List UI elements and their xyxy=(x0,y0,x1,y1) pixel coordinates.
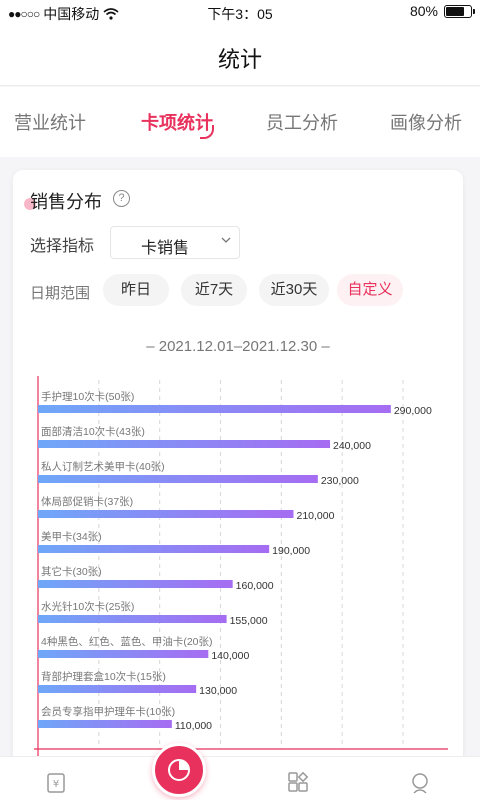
bar-category-label: 会员专享指甲护理年卡(10张) xyxy=(41,705,175,718)
sales-bar-chart: 手护理10次卡(50张) 290,000 面部清洁10次卡(43张) 240,000 私… xyxy=(34,376,448,771)
date-option-7days[interactable]: 近7天 xyxy=(181,274,247,306)
bar-category-label: 其它卡(30张) xyxy=(41,565,102,578)
bar xyxy=(38,405,391,413)
apps-icon[interactable] xyxy=(286,771,310,795)
pie-chart-button[interactable] xyxy=(152,743,206,797)
bar xyxy=(38,650,209,658)
bar-category-label: 私人订制艺术美甲卡(40张) xyxy=(41,460,165,473)
nav-bar: 统计 xyxy=(0,24,480,86)
carrier-label: 中国移动 xyxy=(43,6,100,22)
bar-value-label: 130,000 xyxy=(199,685,237,697)
bottom-tab-bar: ¥ xyxy=(0,756,480,800)
title-accent-dot xyxy=(24,198,36,210)
bar-category-label: 体局部促销卡(37张) xyxy=(41,495,133,508)
bar xyxy=(38,615,227,623)
bar xyxy=(38,510,294,518)
bar-value-label: 290,000 xyxy=(394,405,432,417)
tab-profile-analysis[interactable]: 画像分析 xyxy=(390,113,462,133)
metric-select[interactable]: 卡销售 xyxy=(110,226,240,259)
tab-bar: 营业统计 卡项统计 员工分析 画像分析 xyxy=(0,87,480,157)
battery-icon xyxy=(444,4,475,18)
bar-category-label: 手护理10次卡(50张) xyxy=(41,390,134,403)
battery-info: 80% xyxy=(409,3,475,19)
date-range-label: 日期范围 xyxy=(30,285,91,302)
bar-category-label: 背部护理套盒10次卡(15张) xyxy=(41,670,166,683)
date-option-yesterday[interactable]: 昨日 xyxy=(103,274,169,306)
bar-value-label: 160,000 xyxy=(236,580,274,592)
pie-chart-icon xyxy=(168,759,190,781)
profile-icon[interactable] xyxy=(408,771,432,795)
wallet-icon[interactable]: ¥ xyxy=(44,771,68,795)
battery-percent: 80% xyxy=(409,3,438,19)
date-option-custom[interactable]: 自定义 xyxy=(337,274,403,306)
bar-value-label: 210,000 xyxy=(297,510,335,522)
bar xyxy=(38,545,270,553)
carrier-info: ●●○○○ 中国移动 xyxy=(8,4,119,24)
date-range-text: – 2021.12.01–2021.12.30 – xyxy=(146,338,330,355)
status-bar: ●●○○○ 中国移动 下午3：05 80% xyxy=(0,0,480,24)
bar-value-label: 230,000 xyxy=(321,475,359,487)
signal-icon: ●●○○○ xyxy=(8,7,40,21)
bar-value-label: 110,000 xyxy=(175,720,212,732)
bar-value-label: 240,000 xyxy=(333,440,371,452)
bar xyxy=(38,720,172,728)
bar-value-label: 155,000 xyxy=(230,615,268,627)
tab-staff-analysis[interactable]: 员工分析 xyxy=(266,113,338,133)
section-title: 销售分布 xyxy=(30,192,102,212)
bar xyxy=(38,440,330,448)
metric-label: 选择指标 xyxy=(30,238,95,255)
battery-level xyxy=(446,6,465,16)
tab-card-stats[interactable]: 卡项统计 xyxy=(141,113,213,133)
svg-text:¥: ¥ xyxy=(53,779,59,790)
bar-category-label: 美甲卡(34张) xyxy=(41,530,102,543)
wifi-icon xyxy=(103,8,119,20)
bar-value-label: 140,000 xyxy=(211,650,249,662)
bar-category-label: 水光针10次卡(25张) xyxy=(41,600,134,613)
page-title: 统计 xyxy=(217,47,262,72)
bar-category-label: 4种黑色、红色、蓝色、甲油卡(20张) xyxy=(41,635,213,648)
bar-category-label: 面部清洁10次卡(43张) xyxy=(41,425,145,438)
date-option-30days[interactable]: 近30天 xyxy=(259,274,329,306)
metric-select-value: 卡销售 xyxy=(141,240,190,257)
bar xyxy=(38,685,197,693)
bar-value-label: 190,000 xyxy=(272,545,310,557)
chevron-down-icon xyxy=(221,237,231,243)
tab-business-stats[interactable]: 营业统计 xyxy=(14,113,86,133)
active-tab-indicator xyxy=(200,125,214,139)
bar xyxy=(38,475,318,483)
sales-distribution-card: 销售分布 ? 选择指标 卡销售 日期范围 昨日 近7天 近30天 自定义 – 2… xyxy=(13,170,463,780)
question-circle-icon[interactable]: ? xyxy=(113,190,130,207)
bar xyxy=(38,580,233,588)
clock: 下午3：05 xyxy=(207,6,273,22)
